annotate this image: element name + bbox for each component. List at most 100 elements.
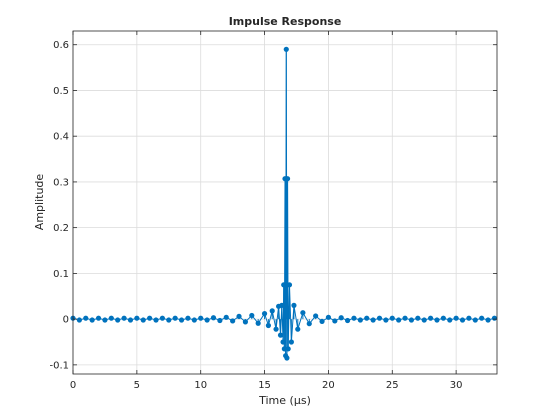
y-tick-label: 0 [63,315,69,326]
data-point [108,315,114,321]
data-point [479,315,485,321]
data-point [95,315,102,321]
y-tick-label: 0.5 [53,86,69,97]
data-point [434,317,440,323]
data-point [370,317,376,323]
data-point [319,318,325,325]
data-point [140,317,146,323]
data-point [288,339,294,345]
y-axis-label: Amplitude [33,174,46,231]
data-point [402,315,408,321]
y-tick-label: 0.6 [53,40,69,51]
data-point [127,317,134,323]
data-point [427,315,434,321]
data-point [265,322,271,329]
data-point [277,332,284,338]
y-ticks: -0.1 0 0.1 0.2 0.3 0.4 0.5 0.6 [49,40,497,371]
data-point [313,313,319,319]
data-point [89,317,95,323]
data-point [281,346,287,352]
data-point [121,315,127,321]
data-point [249,312,255,319]
data-point [280,339,286,345]
data-point [147,315,153,321]
data-point [159,315,165,321]
x-tick-label: 10 [194,380,207,391]
x-axis-label: Time (μs) [258,394,311,407]
data-point [269,308,275,314]
data-point [300,310,306,316]
y-tick-label: 0.2 [53,223,69,234]
data-point [230,318,236,324]
data-point [284,176,291,182]
data-point [466,315,472,321]
data-point [453,315,459,321]
x-tick-label: 20 [322,380,335,391]
data-point [396,317,402,323]
data-point [210,315,217,321]
data-point [76,317,82,323]
data-point [389,315,395,321]
data-point [332,318,338,324]
x-tick-label: 30 [450,380,463,391]
data-point [351,315,357,321]
data-point [284,355,290,361]
y-tick-label: 0.4 [53,132,69,143]
y-tick-label: 0.1 [53,269,69,280]
data-point [255,320,261,326]
series-markers [70,46,498,361]
data-point [83,315,89,321]
data-point [236,313,242,319]
data-point [279,302,285,308]
data-point [338,315,344,321]
data-point [285,346,291,352]
axes-box [72,30,498,375]
data-point [344,317,351,324]
data-point [408,317,415,323]
data-point [421,317,427,323]
data-point [191,317,197,323]
y-tick-label: 0.3 [53,177,69,188]
data-point [281,282,287,288]
data-point [204,317,210,323]
data-point [102,317,108,323]
data-point [415,315,421,321]
x-tick-label: 0 [70,380,76,391]
data-point [383,317,389,323]
x-tick-label: 5 [134,380,140,391]
data-point [376,315,383,321]
data-point [491,315,498,321]
data-point [364,315,370,321]
data-point [261,311,268,317]
data-point [283,46,289,52]
data-point [166,317,172,323]
data-point [447,317,453,323]
data-point [306,321,312,327]
data-point [325,314,332,320]
data-point [134,315,140,321]
data-point [357,317,363,323]
data-point [153,317,159,323]
data-point [273,326,279,332]
data-point [223,314,229,320]
data-point [172,315,178,321]
data-point [115,317,121,323]
data-point [178,317,185,323]
y-tick-label: -0.1 [49,360,69,371]
data-point [242,319,249,325]
data-point [185,315,191,321]
x-tick-label: 15 [258,380,271,391]
data-point [198,315,204,321]
data-point [459,317,466,323]
data-point [440,315,446,321]
x-ticks: 0 5 10 15 20 25 30 [70,31,463,391]
data-point [472,317,478,323]
data-point [295,326,301,332]
chart-title: Impulse Response [229,15,342,28]
data-point [286,282,293,288]
x-tick-label: 25 [386,380,399,391]
data-point [217,317,223,324]
data-point [291,302,297,308]
data-point [485,317,491,323]
